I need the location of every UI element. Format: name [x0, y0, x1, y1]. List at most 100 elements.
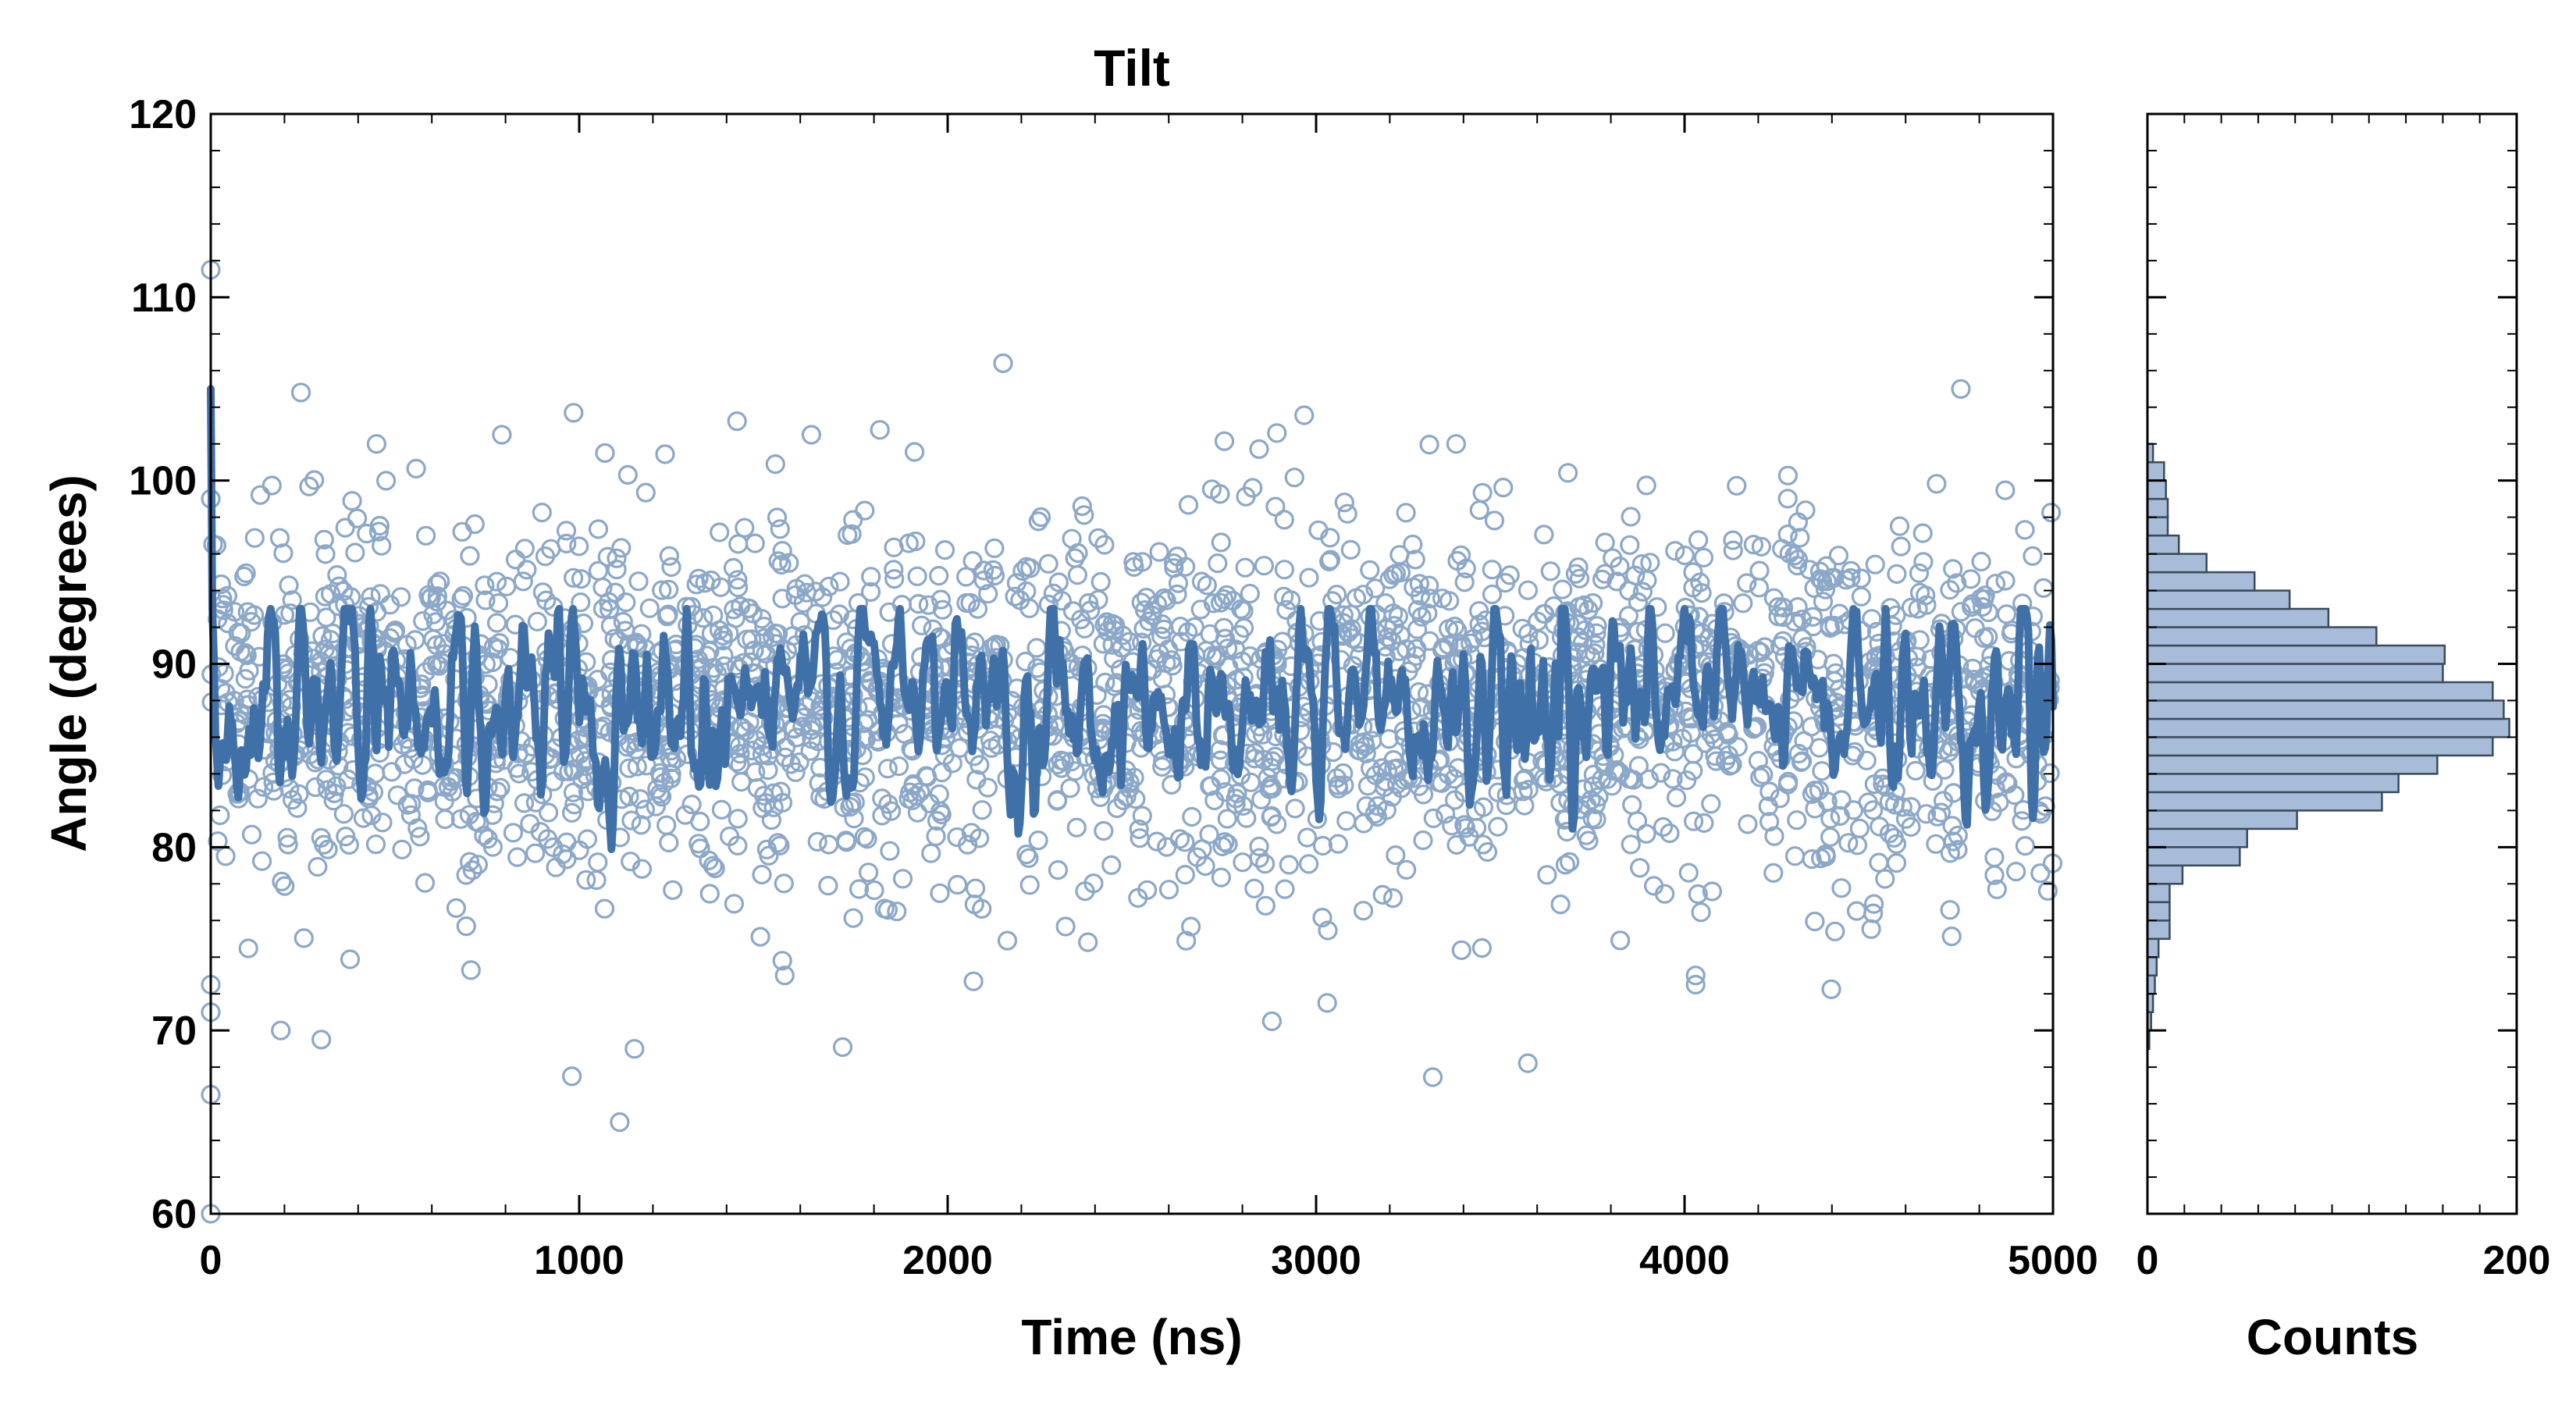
scatter-point — [488, 593, 509, 614]
histogram-bar — [2146, 699, 2505, 720]
scatter-point — [619, 786, 639, 807]
histogram-bars — [2146, 443, 2510, 1050]
scatter-point — [225, 635, 245, 656]
scatter-point — [758, 759, 778, 781]
scatter-point — [1788, 596, 1808, 617]
scatter-point — [932, 599, 953, 620]
scatter-point — [1094, 615, 1115, 635]
scatter-point — [607, 559, 627, 580]
scatter-point — [1274, 510, 1294, 530]
scatter-point — [228, 622, 248, 643]
scatter-point — [1851, 586, 1871, 606]
histogram-x-tick-label: 200 — [2483, 1238, 2551, 1283]
scatter-point — [772, 589, 792, 609]
scatter-point — [1088, 589, 1108, 610]
scatter-point — [711, 799, 732, 820]
scatter-point — [453, 585, 474, 606]
scatter-point — [659, 579, 679, 599]
histogram-bar — [2146, 864, 2184, 885]
scatter-point — [1439, 635, 1459, 655]
scatter-point — [1051, 591, 1073, 611]
scatter-point — [1887, 564, 1907, 585]
scatter-point — [1406, 646, 1426, 666]
histogram-plot: 0 200 Counts — [2137, 112, 2551, 1365]
scatter-point — [505, 550, 526, 570]
scatter-point — [1469, 500, 1489, 521]
scatter-point — [1557, 821, 1577, 842]
scatter-point — [1764, 826, 1784, 846]
scatter-point — [418, 585, 439, 605]
scatter-point — [576, 870, 596, 890]
scatter-point — [1226, 794, 1246, 814]
scatter-point — [1328, 834, 1348, 854]
scatter-point — [1828, 546, 1848, 566]
scatter-point — [1655, 623, 1675, 643]
running-average-path — [207, 385, 2057, 853]
scatter-point — [1821, 979, 1841, 1000]
y-tick-label: 60 — [151, 1192, 197, 1237]
scatter-point — [210, 805, 230, 826]
scatter-point — [1088, 528, 1108, 549]
histogram-bar — [2146, 607, 2330, 628]
scatter-point — [1235, 557, 1255, 578]
scatter-point — [483, 636, 504, 657]
scatter-point — [1862, 609, 1882, 629]
scatter-point — [1973, 596, 1993, 617]
scatter-point — [630, 788, 650, 809]
scatter-point — [1569, 568, 1590, 589]
scatter-point — [1132, 552, 1153, 572]
scatter-point — [1360, 560, 1380, 581]
scatter-point — [1517, 580, 1539, 600]
scatter-point — [1684, 811, 1704, 831]
scatter-point — [690, 811, 710, 832]
scatter-point — [1582, 592, 1603, 614]
scatter-point — [624, 1039, 645, 1059]
scatter-point — [1337, 503, 1357, 524]
scatter-point — [1215, 782, 1236, 802]
scatter-point — [1625, 565, 1646, 585]
scatter-point — [1397, 859, 1417, 880]
scatter-point — [1298, 854, 1319, 874]
histogram-bar — [2146, 663, 2444, 684]
scatter-point — [819, 834, 839, 855]
scatter-point — [1176, 930, 1197, 951]
scatter-point — [1677, 770, 1697, 791]
scatter-point — [438, 777, 459, 798]
scatter-point — [887, 902, 907, 922]
scatter-point — [1595, 532, 1615, 553]
scatter-point — [1540, 561, 1560, 582]
scatter-point — [1557, 463, 1578, 483]
scatter-point — [357, 523, 377, 544]
scatter-point — [1182, 806, 1202, 827]
scatter-point — [1147, 594, 1168, 614]
scatter-point — [967, 599, 988, 619]
scatter-point — [1149, 542, 1169, 562]
scatter-point — [1161, 650, 1182, 670]
scatter-point — [1093, 634, 1113, 654]
scatter-point — [1811, 848, 1831, 869]
scatter-point — [1836, 570, 1856, 590]
scatter-point — [796, 582, 817, 603]
scatter-point — [1167, 546, 1187, 567]
scatter-point — [1336, 811, 1357, 831]
scatter-point — [1820, 617, 1841, 638]
scatter-point — [1048, 572, 1069, 592]
scatter-point — [1683, 760, 1703, 781]
scatter-point — [318, 780, 338, 800]
scatter-point — [1472, 482, 1493, 503]
scatter-point — [659, 546, 680, 566]
scatter-point — [1941, 926, 1962, 947]
scatter-point — [1233, 852, 1253, 873]
scatter-point — [909, 593, 929, 614]
scatter-point — [1514, 795, 1535, 816]
scatter-point — [1717, 721, 1737, 742]
scatter-point — [1805, 911, 1825, 932]
scatter-point — [1215, 832, 1235, 852]
scatter-point — [843, 510, 863, 530]
scatter-point — [1940, 579, 1960, 600]
scatter-point — [1964, 669, 1984, 690]
scatter-point — [1663, 769, 1683, 789]
scatter-point — [1312, 907, 1332, 928]
scatter-point — [1817, 791, 1838, 812]
